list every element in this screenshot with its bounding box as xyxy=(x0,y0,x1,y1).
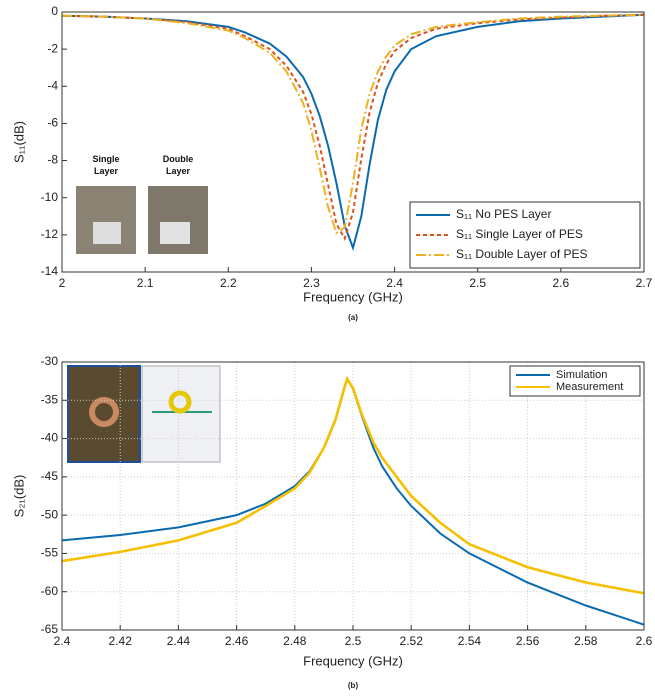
x-tick-label: 2.3 xyxy=(303,276,320,290)
y-tick-label: -2 xyxy=(47,41,58,55)
x-tick-label: 2.56 xyxy=(516,634,540,648)
x-tick-label: 2.44 xyxy=(167,634,191,648)
inset-photo xyxy=(67,365,141,463)
legend-label: Simulation xyxy=(556,369,607,381)
x-tick-label: 2.48 xyxy=(283,634,307,648)
x-tick-label: 2.1 xyxy=(137,276,154,290)
x-tick-label: 2.4 xyxy=(54,634,71,648)
x-axis-label: Frequency (GHz) xyxy=(303,653,403,668)
x-axis-label: Frequency (GHz) xyxy=(303,289,403,304)
series-line xyxy=(61,375,645,595)
y-tick-label: -14 xyxy=(41,264,59,278)
y-tick-label: -40 xyxy=(41,431,59,445)
inset-device xyxy=(160,222,190,244)
y-tick-label: -10 xyxy=(41,190,59,204)
annotation: Single Layer xyxy=(92,154,120,176)
legend-box xyxy=(509,365,641,397)
y-tick-label: -65 xyxy=(41,622,59,636)
x-tick-label: 2.2 xyxy=(220,276,237,290)
y-tick-label: -50 xyxy=(41,507,59,521)
x-tick-label: 2.5 xyxy=(469,276,486,290)
legend-box xyxy=(409,201,641,269)
y-tick-label: -6 xyxy=(47,116,58,130)
y-tick-label: -12 xyxy=(41,227,59,241)
x-tick-label: 2.7 xyxy=(636,276,653,290)
x-tick-label: 2.5 xyxy=(345,634,362,648)
axes-frame xyxy=(61,11,645,273)
legend-label: Measurement xyxy=(556,381,623,393)
y-tick-label: -4 xyxy=(47,78,58,92)
y-tick-label: -8 xyxy=(47,153,58,167)
y-axis-label: S₂₁(dB) xyxy=(11,475,26,518)
y-tick-label: -60 xyxy=(41,584,59,598)
x-tick-label: 2.6 xyxy=(553,276,570,290)
x-tick-label: 2.6 xyxy=(636,634,653,648)
x-tick-label: 2.46 xyxy=(225,634,249,648)
series-line xyxy=(61,13,645,235)
caption: (b) xyxy=(348,681,359,690)
x-tick-label: 2.54 xyxy=(458,634,482,648)
y-tick-label: -45 xyxy=(41,469,59,483)
caption: (a) xyxy=(348,313,358,322)
x-tick-label: 2.4 xyxy=(386,276,403,290)
x-tick-label: 2 xyxy=(59,276,66,290)
y-tick-label: -35 xyxy=(41,392,59,406)
annotation: Double Layer xyxy=(162,154,194,176)
y-tick-label: -30 xyxy=(41,354,59,368)
y-tick-label: 0 xyxy=(51,4,58,18)
inset-device xyxy=(93,222,121,244)
legend-label: S₁₁ Double Layer of PES xyxy=(456,247,588,261)
legend-label: S₁₁ No PES Layer xyxy=(456,207,551,221)
x-tick-label: 2.52 xyxy=(400,634,424,648)
axes-frame xyxy=(61,361,645,631)
legend-label: S₁₁ Single Layer of PES xyxy=(456,227,583,241)
series-line xyxy=(61,13,645,242)
inset-ring xyxy=(168,390,192,414)
x-tick-label: 2.58 xyxy=(574,634,598,648)
y-axis-label: S₁₁(dB) xyxy=(11,121,26,163)
x-tick-label: 2.42 xyxy=(109,634,133,648)
inset-diagram xyxy=(141,365,221,463)
y-tick-label: -55 xyxy=(41,546,59,560)
